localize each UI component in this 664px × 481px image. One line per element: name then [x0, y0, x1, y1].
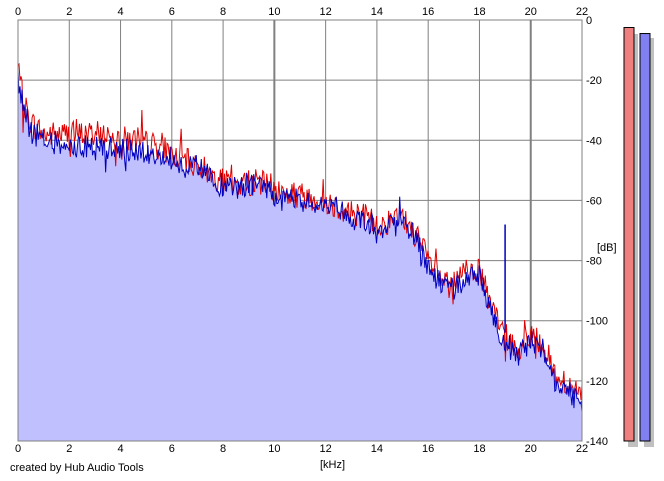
x-tick-label-bottom: 8	[220, 443, 226, 455]
x-tick-label-bottom: 2	[66, 443, 72, 455]
spectrum-fill-area	[18, 69, 582, 441]
credit-text: created by Hub Audio Tools	[10, 462, 144, 474]
x-axis-bottom-ticks: 0 2 4 6 8 10 12 14 16 18 20 22	[15, 443, 588, 455]
y-axis-label: [dB]	[597, 242, 617, 254]
level-meters	[623, 27, 654, 447]
meter-left	[623, 27, 635, 442]
x-tick-label-bottom: 16	[422, 443, 434, 455]
x-tick-label-top: 12	[320, 6, 332, 18]
y-tick-label: -120	[586, 376, 608, 388]
y-tick-label: -80	[586, 256, 602, 268]
x-axis-top-ticks: 0 2 4 6 8 10 12 14 16 18 20 22	[15, 6, 588, 18]
x-tick-label-top: 4	[117, 6, 123, 18]
x-tick-label-top: 16	[422, 6, 434, 18]
x-tick-label-bottom: 12	[320, 443, 332, 455]
x-tick-label-top: 8	[220, 6, 226, 18]
x-tick-label-bottom: 14	[371, 443, 383, 455]
x-tick-label-bottom: 18	[473, 443, 485, 455]
x-tick-label-bottom: 10	[268, 443, 280, 455]
x-tick-label-bottom: 20	[525, 443, 537, 455]
x-tick-label-bottom: 0	[15, 443, 21, 455]
y-tick-label: -20	[586, 75, 602, 87]
x-tick-label-top: 2	[66, 6, 72, 18]
y-tick-label: 0	[586, 15, 592, 27]
x-tick-label-top: 14	[371, 6, 383, 18]
y-tick-label: -40	[586, 135, 602, 147]
x-tick-label-top: 0	[15, 6, 21, 18]
y-tick-label: -140	[586, 436, 608, 448]
x-tick-label-top: 18	[473, 6, 485, 18]
x-tick-label-bottom: 6	[169, 443, 175, 455]
plot-frame	[17, 19, 583, 442]
x-tick-label-top: 22	[576, 6, 588, 18]
x-tick-label-top: 6	[169, 6, 175, 18]
y-tick-label: -100	[586, 316, 608, 328]
meter-right	[639, 33, 651, 442]
x-tick-label-top: 10	[268, 6, 280, 18]
series-right-channel	[17, 69, 583, 412]
x-tick-label-top: 20	[525, 6, 537, 18]
x-axis-label: [kHz]	[320, 459, 345, 471]
x-tick-label-bottom: 22	[576, 443, 588, 455]
y-axis-ticks: 0 -20 -40 -60 -80 -100 -120 -140	[586, 15, 608, 448]
x-tick-label-bottom: 4	[117, 443, 123, 455]
y-tick-label: -60	[586, 195, 602, 207]
